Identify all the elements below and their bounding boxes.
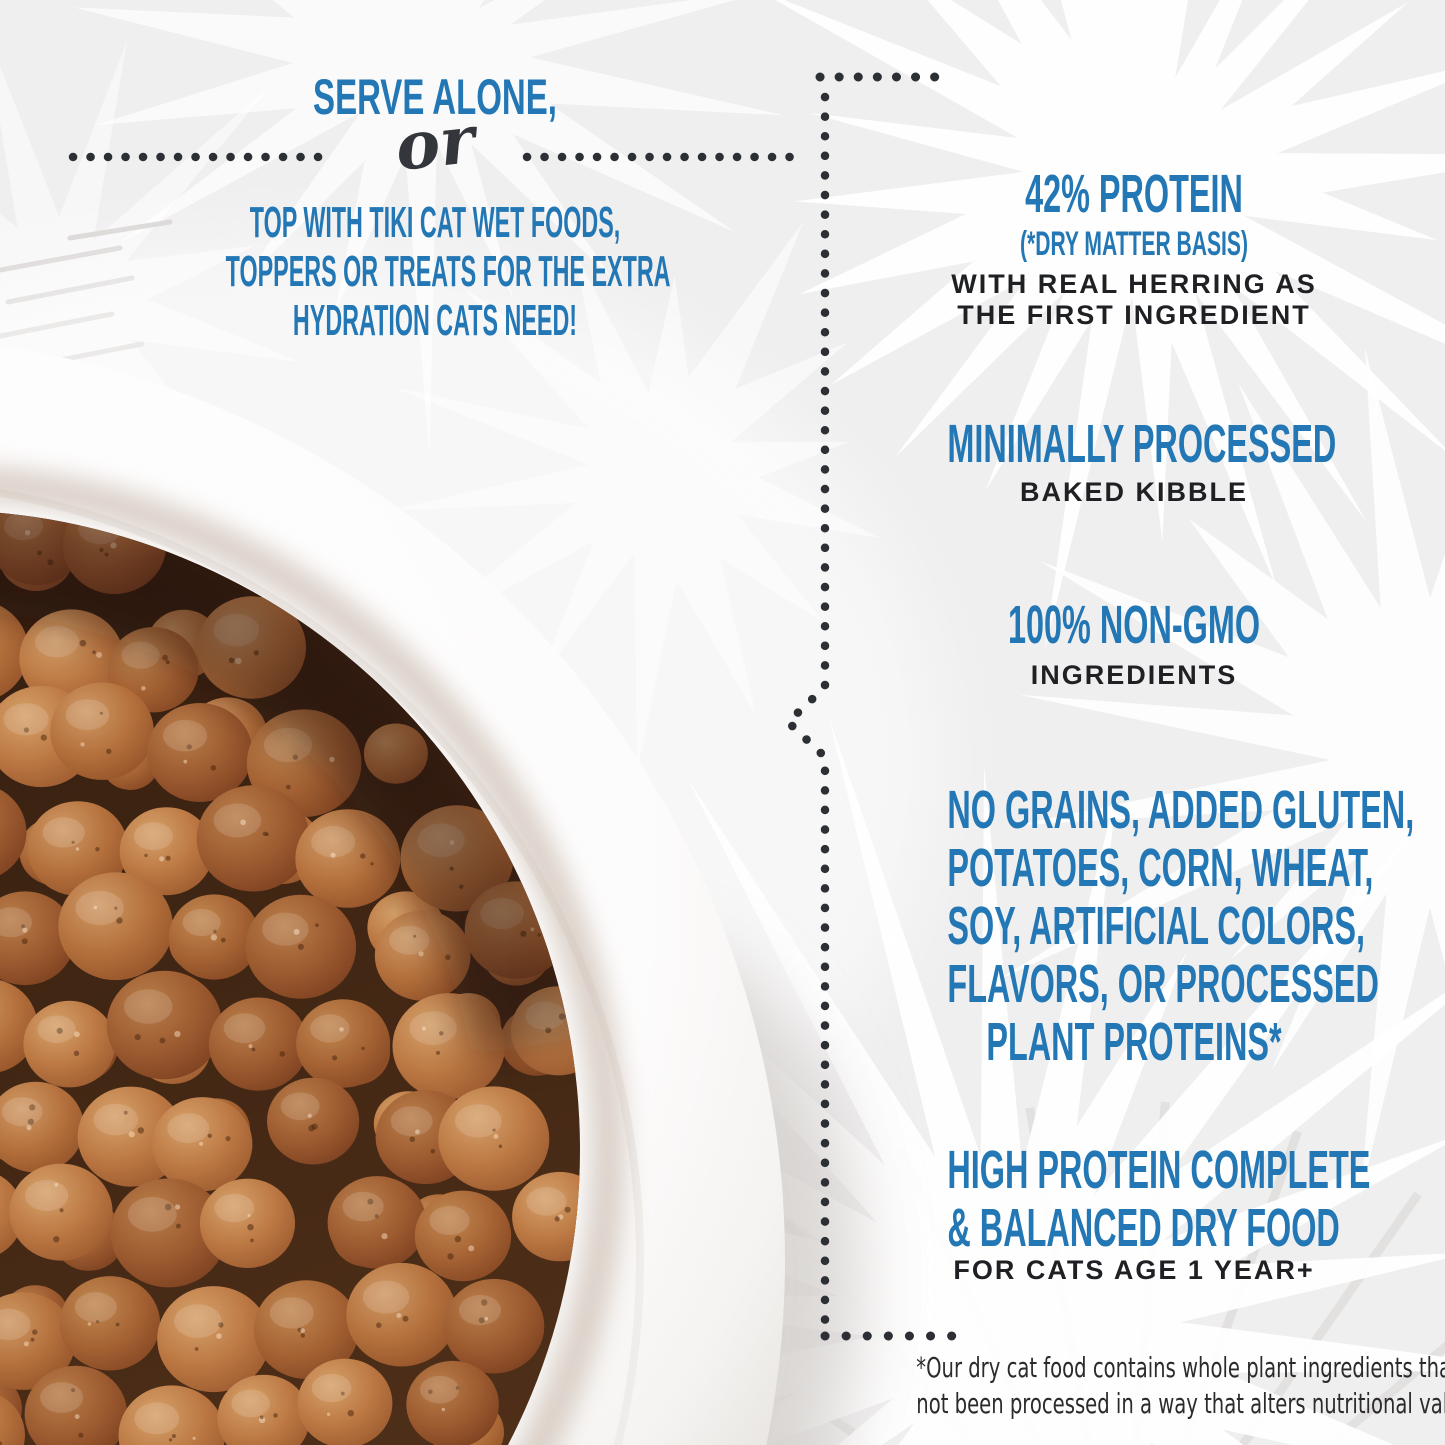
kibble-pieces	[0, 510, 580, 1445]
top-with-heading: TOP WITH TIKI CAT WET FOODS, TOPPERS OR …	[40, 198, 830, 345]
benefit-heading-line: FLAVORS, OR PROCESSED	[947, 954, 1379, 1014]
serve-alone-text: SERVE ALONE,	[313, 69, 557, 125]
rim-shadow-on-kibble	[0, 510, 580, 1057]
benefit-complete-balanced: HIGH PROTEIN COMPLETE & BALANCED DRY FOO…	[823, 1141, 1445, 1286]
kibble-bowl-photo	[0, 240, 940, 1445]
benefit-heading-line: (*DRY MATTER BASIS)	[1020, 225, 1248, 263]
benefit-subtext-line: FOR CATS AGE 1 YEAR+	[953, 1255, 1315, 1285]
benefit-non-gmo: 100% NON-GMO INGREDIENTS	[823, 596, 1445, 691]
benefit-heading-line: SOY, ARTIFICIAL COLORS,	[947, 896, 1366, 956]
benefit-heading-line: 100% NON-GMO	[1007, 595, 1261, 655]
dotted-frame-vertical	[781, 92, 830, 1334]
benefit-subtext-line: WITH REAL HERRING AS	[951, 269, 1317, 299]
top-with-line: TOPPERS OR TREATS FOR THE EXTRA	[225, 247, 671, 296]
top-with-line: TOP WITH TIKI CAT WET FOODS,	[249, 198, 621, 247]
benefit-subtext-line: BAKED KIBBLE	[1019, 477, 1248, 507]
benefit-no-grains: NO GRAINS, ADDED GLUTEN, POTATOES, CORN,…	[823, 781, 1445, 1071]
top-with-line: HYDRATION CATS NEED!	[292, 296, 578, 345]
benefit-heading-line: HIGH PROTEIN COMPLETE	[947, 1140, 1371, 1200]
dotted-decorations	[68, 72, 959, 1341]
benefit-heading-line: NO GRAINS, ADDED GLUTEN,	[947, 780, 1415, 840]
serve-alone-heading: SERVE ALONE,	[40, 70, 830, 124]
benefit-heading-line: POTATOES, CORN, WHEAT,	[947, 838, 1374, 898]
disclaimer: *Our dry cat food contains whole plant i…	[823, 1350, 1445, 1422]
disclaimer-line: *Our dry cat food contains whole plant i…	[916, 1351, 1445, 1384]
benefit-subtext-line: INGREDIENTS	[1030, 660, 1238, 690]
disclaimer-line: not been processed in a way that alters …	[916, 1387, 1445, 1420]
benefit-minimally-processed: MINIMALLY PROCESSED BAKED KIBBLE	[823, 415, 1445, 508]
benefit-heading-line: & BALANCED DRY FOOD	[947, 1198, 1340, 1258]
benefit-heading-line: 42% PROTEIN	[1025, 164, 1243, 224]
benefit-heading-line: PLANT PROTEINS*	[986, 1012, 1282, 1072]
benefit-subtext-line: THE FIRST INGREDIENT	[957, 300, 1311, 330]
benefit-heading-line: MINIMALLY PROCESSED	[947, 414, 1337, 474]
benefit-protein: 42% PROTEIN (*DRY MATTER BASIS) WITH REA…	[823, 165, 1445, 331]
